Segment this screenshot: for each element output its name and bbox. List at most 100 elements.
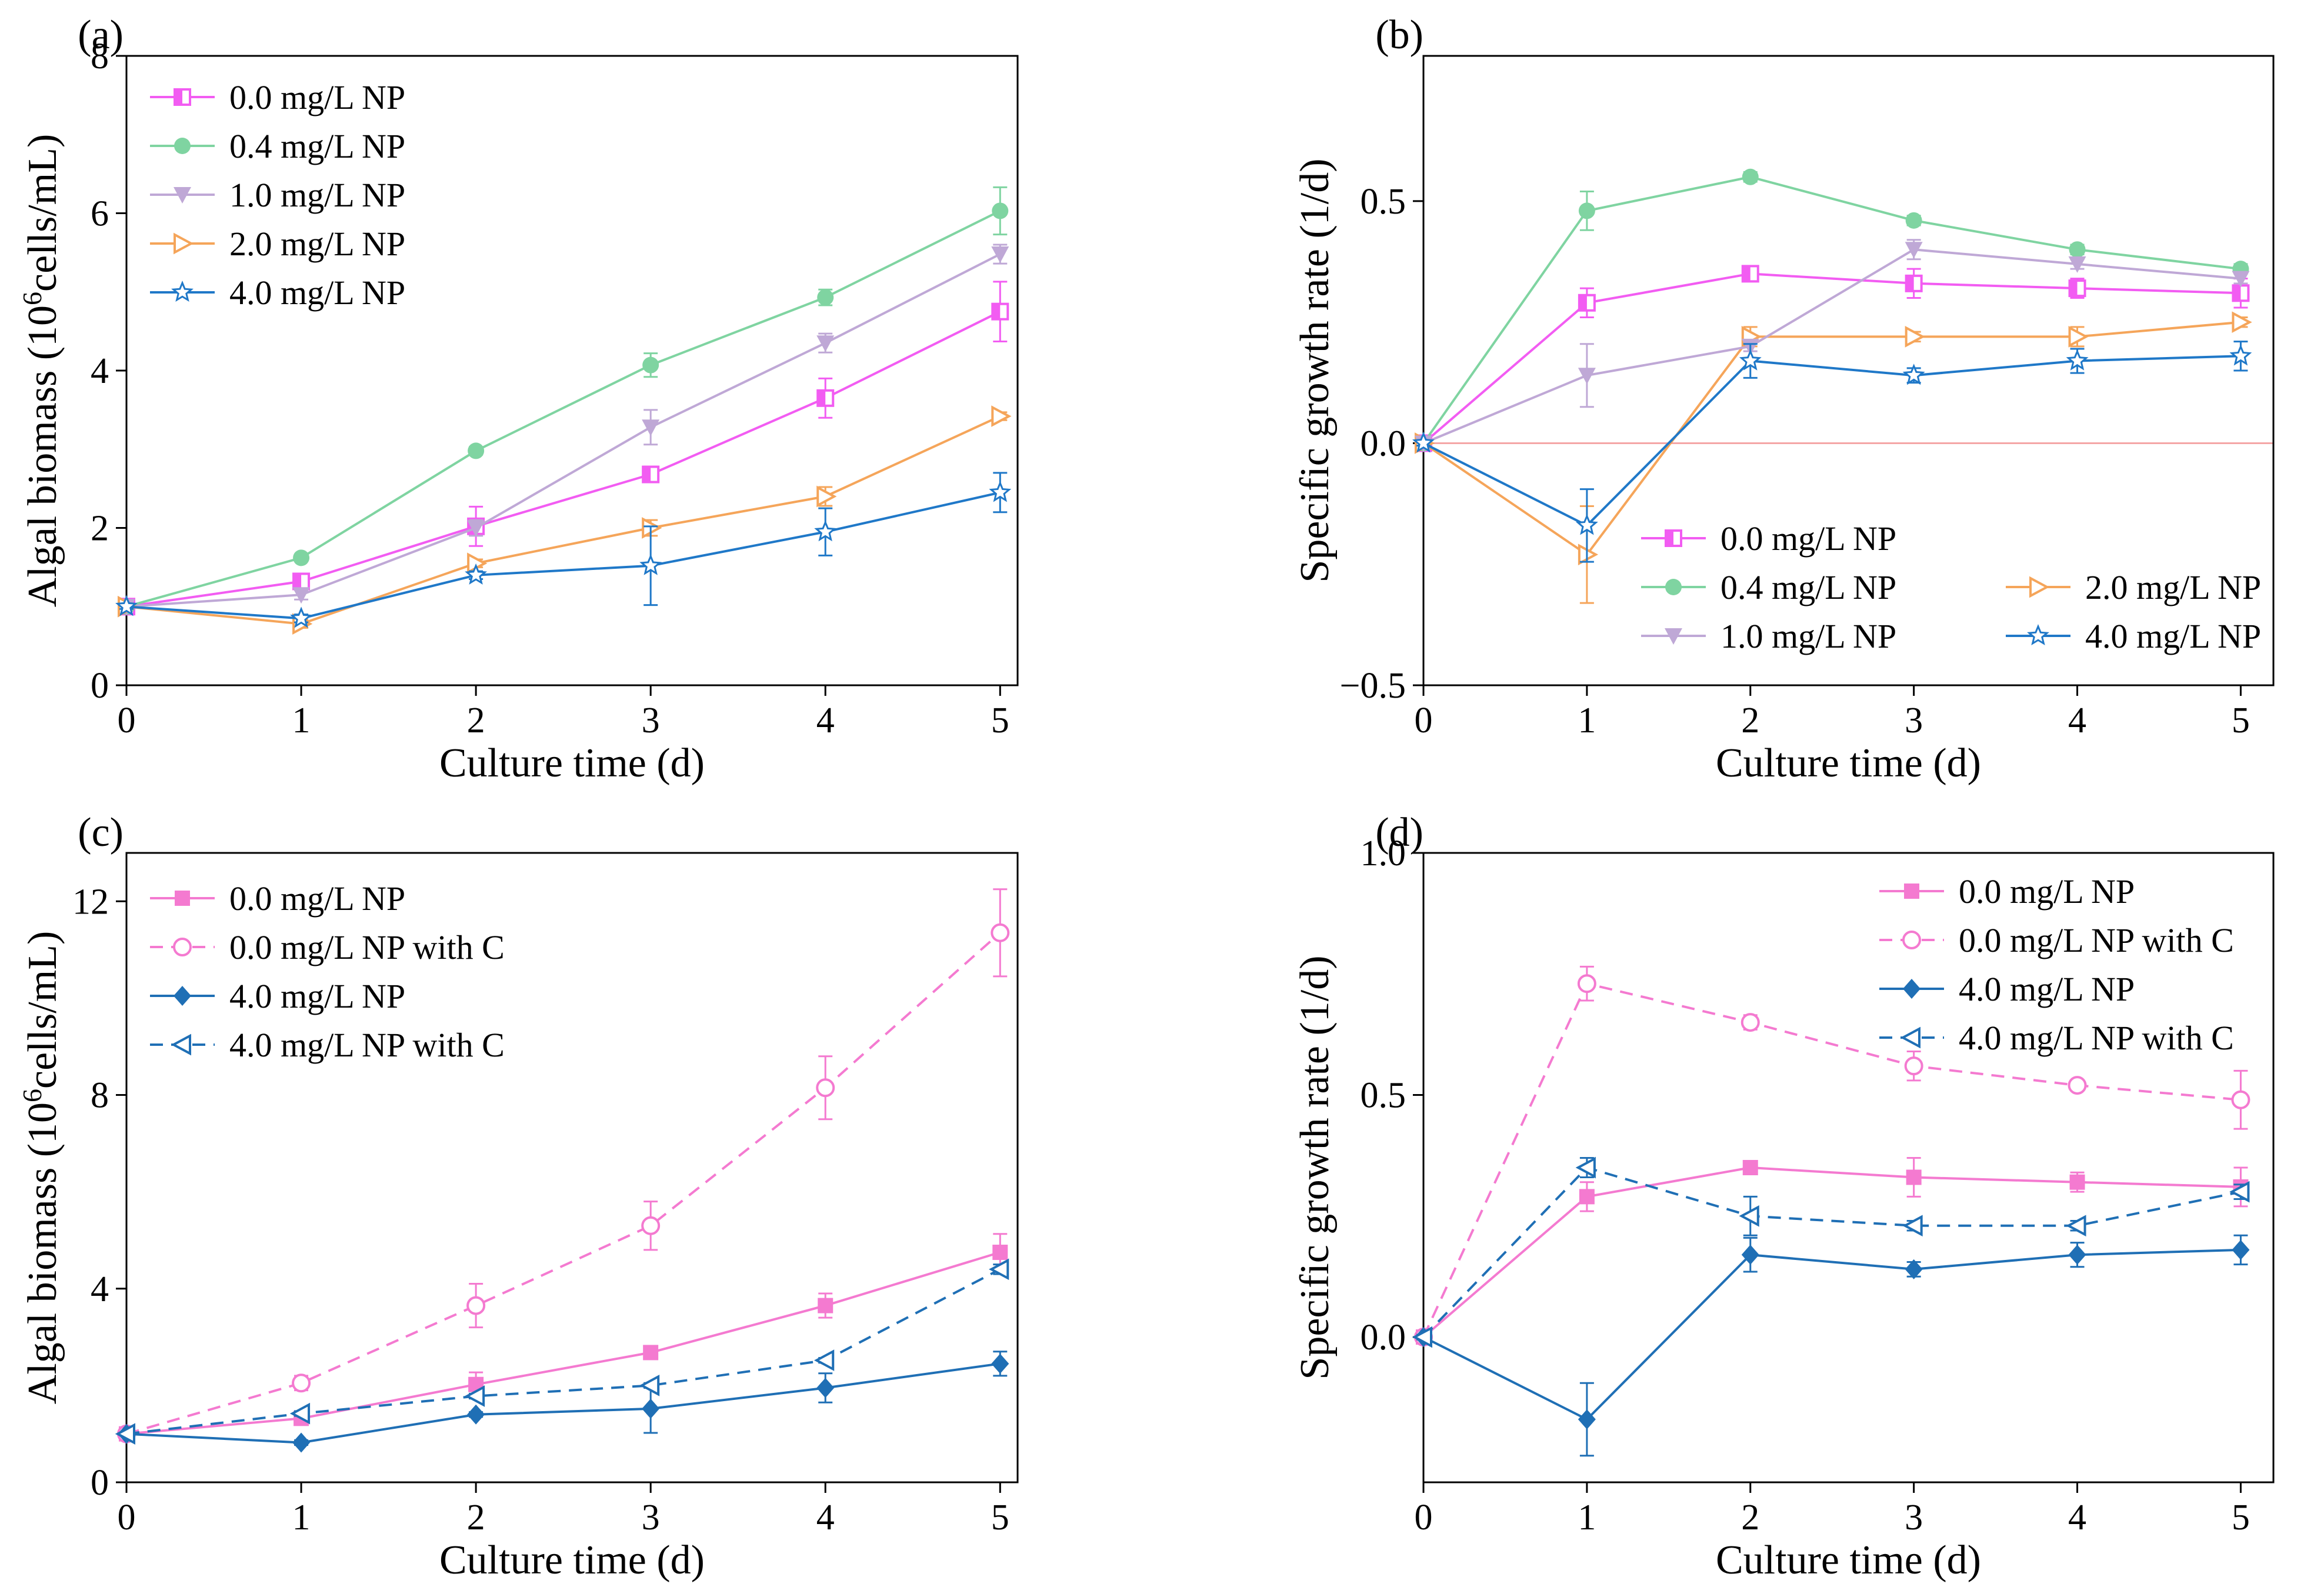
data-point <box>2068 256 2086 273</box>
legend-item: 2.0 mg/L NP <box>150 225 405 263</box>
y-tick-label: 8 <box>91 36 109 76</box>
data-point <box>1902 364 1925 385</box>
legend-item: 0.4 mg/L NP <box>1641 568 1896 606</box>
legend-label: 0.0 mg/L NP with C <box>229 928 505 966</box>
legend-marker <box>2027 624 2049 646</box>
data-point <box>1905 274 1923 292</box>
data-point <box>992 1245 1008 1261</box>
legend-item: 0.0 mg/L NP <box>150 879 405 918</box>
legend-item: 4.0 mg/L NP <box>2006 617 2261 655</box>
legend-label: 2.0 mg/L NP <box>229 225 405 263</box>
data-point <box>2068 279 2086 298</box>
data-point <box>816 485 837 508</box>
y-tick-label: 4 <box>91 351 109 391</box>
y-tick-label: 0 <box>91 1463 109 1503</box>
data-point <box>464 1385 485 1407</box>
data-point <box>2066 349 2089 371</box>
x-tick-label: 2 <box>1741 1498 1759 1538</box>
x-tick-label: 5 <box>2232 701 2250 741</box>
data-point <box>642 356 659 374</box>
data-point <box>1575 514 1598 535</box>
x-tick-label: 1 <box>292 1498 311 1538</box>
panel-label: (a) <box>78 12 124 58</box>
series-line <box>126 253 1001 608</box>
data-point <box>2229 1181 2250 1203</box>
data-point <box>992 202 1009 219</box>
data-point <box>643 1345 659 1361</box>
data-point <box>642 1398 660 1419</box>
y-axis-label: Algal biomass (106cells/mL) <box>17 134 66 608</box>
data-point <box>1905 242 1923 259</box>
data-point-fill <box>1742 266 1750 282</box>
data-point <box>991 923 1010 942</box>
legend-label: 4.0 mg/L NP <box>2085 617 2261 655</box>
data-point <box>289 1402 311 1425</box>
data-point <box>292 587 311 604</box>
legend-label: 4.0 mg/L NP <box>229 977 405 1015</box>
legend-label: 0.0 mg/L NP with C <box>1959 921 2234 959</box>
series-line <box>126 209 1001 608</box>
data-point <box>816 1378 835 1398</box>
data-point <box>1578 294 1596 312</box>
y-tick-label: 0.5 <box>1361 1076 1406 1116</box>
legend-marker <box>1665 628 1682 645</box>
legend-item: 1.0 mg/L NP <box>150 176 405 214</box>
data-point <box>2232 271 2250 288</box>
legend-label: 0.0 mg/L NP <box>229 879 405 918</box>
legend-label: 0.0 mg/L NP <box>229 78 405 116</box>
y-tick-label: 0.5 <box>1361 182 1406 222</box>
legend-label: 4.0 mg/L NP <box>229 274 405 312</box>
legend-marker <box>173 938 192 956</box>
y-axis-label: Specific growth rate (1/d) <box>1292 955 1338 1379</box>
data-point <box>1578 202 1595 219</box>
legend-label: 1.0 mg/L NP <box>229 176 405 214</box>
data-point <box>2232 284 2250 302</box>
data-point <box>292 1432 311 1453</box>
series-line <box>126 932 1001 1435</box>
series-line <box>126 1268 1001 1435</box>
x-tick-label: 3 <box>1905 1498 1923 1538</box>
x-tick-label: 1 <box>1578 1498 1596 1538</box>
legend-marker <box>174 986 191 1006</box>
data-point <box>1742 168 1759 185</box>
data-point-fill <box>2069 281 2078 296</box>
data-point <box>293 549 310 566</box>
data-point <box>639 1375 660 1396</box>
data-point-fill <box>818 390 826 406</box>
data-point <box>1902 1215 1923 1237</box>
series-line <box>126 1251 1001 1435</box>
legend: 0.0 mg/L NP 0.4 mg/L NP 2.0 mg/L NP 1.0 mg/… <box>1641 519 2261 655</box>
data-point <box>2066 1215 2086 1237</box>
legend-label: 4.0 mg/L NP with C <box>1959 1019 2234 1057</box>
data-point <box>1904 1056 1923 1076</box>
series-3 <box>1412 1156 2250 1348</box>
data-point <box>642 465 660 484</box>
x-tick-label: 0 <box>1415 1498 1433 1538</box>
chart-panel-1: 0 1 2 3 4 5 −0.5 0.0 0.5 Culture time (d) Specific… <box>1292 12 2275 786</box>
data-point <box>989 481 1012 502</box>
data-point <box>991 302 1009 321</box>
data-point <box>1741 265 1759 283</box>
panel-label: (d) <box>1375 810 1423 855</box>
series-line <box>126 491 1001 620</box>
legend-marker <box>1665 529 1682 547</box>
data-point <box>1575 1156 1596 1179</box>
legend-label: 4.0 mg/L NP with C <box>229 1026 505 1064</box>
y-tick-label: −0.5 <box>1340 666 1406 706</box>
legend-item: 4.0 mg/L NP <box>150 977 405 1015</box>
legend-marker <box>1904 883 1919 899</box>
data-point <box>1739 349 1762 371</box>
series-line <box>1422 1166 2241 1338</box>
legend-item: 4.0 mg/L NP with C <box>1879 1019 2234 1057</box>
data-point <box>1578 368 1596 385</box>
data-point <box>1905 326 1925 348</box>
legend-label: 4.0 mg/L NP <box>1959 970 2135 1008</box>
data-point <box>991 1353 1009 1374</box>
data-point <box>2069 1174 2085 1190</box>
x-tick-label: 3 <box>1905 701 1923 741</box>
legend-marker <box>2029 576 2050 598</box>
data-point <box>1577 974 1596 993</box>
legend-item: 4.0 mg/L NP with C <box>150 1026 505 1064</box>
